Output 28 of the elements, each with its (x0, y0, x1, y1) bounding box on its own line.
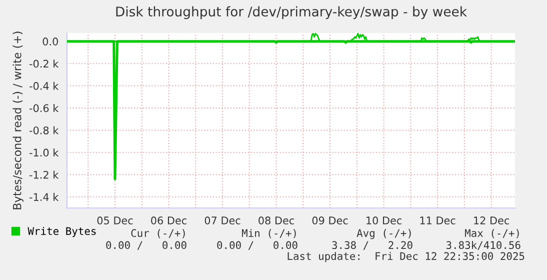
text: Last update: Fri Dec 12 22:35:00 2025 (288, 252, 524, 262)
text: 3.83k/410.56 (446, 240, 520, 250)
y-tick-label: 0.0 (42, 38, 58, 46)
y-tick-label: -1.4 k (30, 192, 59, 201)
text: Min (-/+) (242, 228, 296, 238)
legend-label: Write Bytes (28, 226, 96, 238)
y-axis-title: Bytes/second read (-) / write (+) (12, 32, 24, 210)
y-tick-label: -0.4 k (30, 82, 59, 90)
y-tick-label: -0.2 k (30, 60, 59, 68)
x-tick-label: 11 Dec (420, 216, 456, 224)
text: 0.00 / 0.00 (106, 241, 186, 250)
x-tick-label: 10 Dec (366, 216, 402, 224)
chart-title: Disk throughput for /dev/primary-key/swap - by week (116, 6, 467, 20)
y-tick-label: -0.8 k (30, 126, 59, 134)
text: 3.38 / 2.20 (332, 241, 412, 250)
text: Avg (-/+) (356, 228, 411, 240)
text: Max (-/+) (464, 229, 519, 238)
x-tick-label: 05 Dec (97, 216, 133, 224)
y-tick-label: -1.0 k (30, 148, 59, 157)
text: Cur (-/+) (131, 229, 185, 238)
y-tick-label: -1.2 k (30, 170, 59, 179)
x-tick-label: 09 Dec (312, 216, 348, 224)
x-tick-label: 06 Dec (151, 216, 186, 224)
x-tick-label: 07 Dec (204, 216, 240, 224)
text: 0.00 / 0.00 (217, 241, 298, 250)
x-tick-label: 08 Dec (258, 216, 294, 224)
y-tick-label: -0.6 k (30, 104, 59, 112)
x-tick-label: 12 Dec (474, 216, 510, 224)
